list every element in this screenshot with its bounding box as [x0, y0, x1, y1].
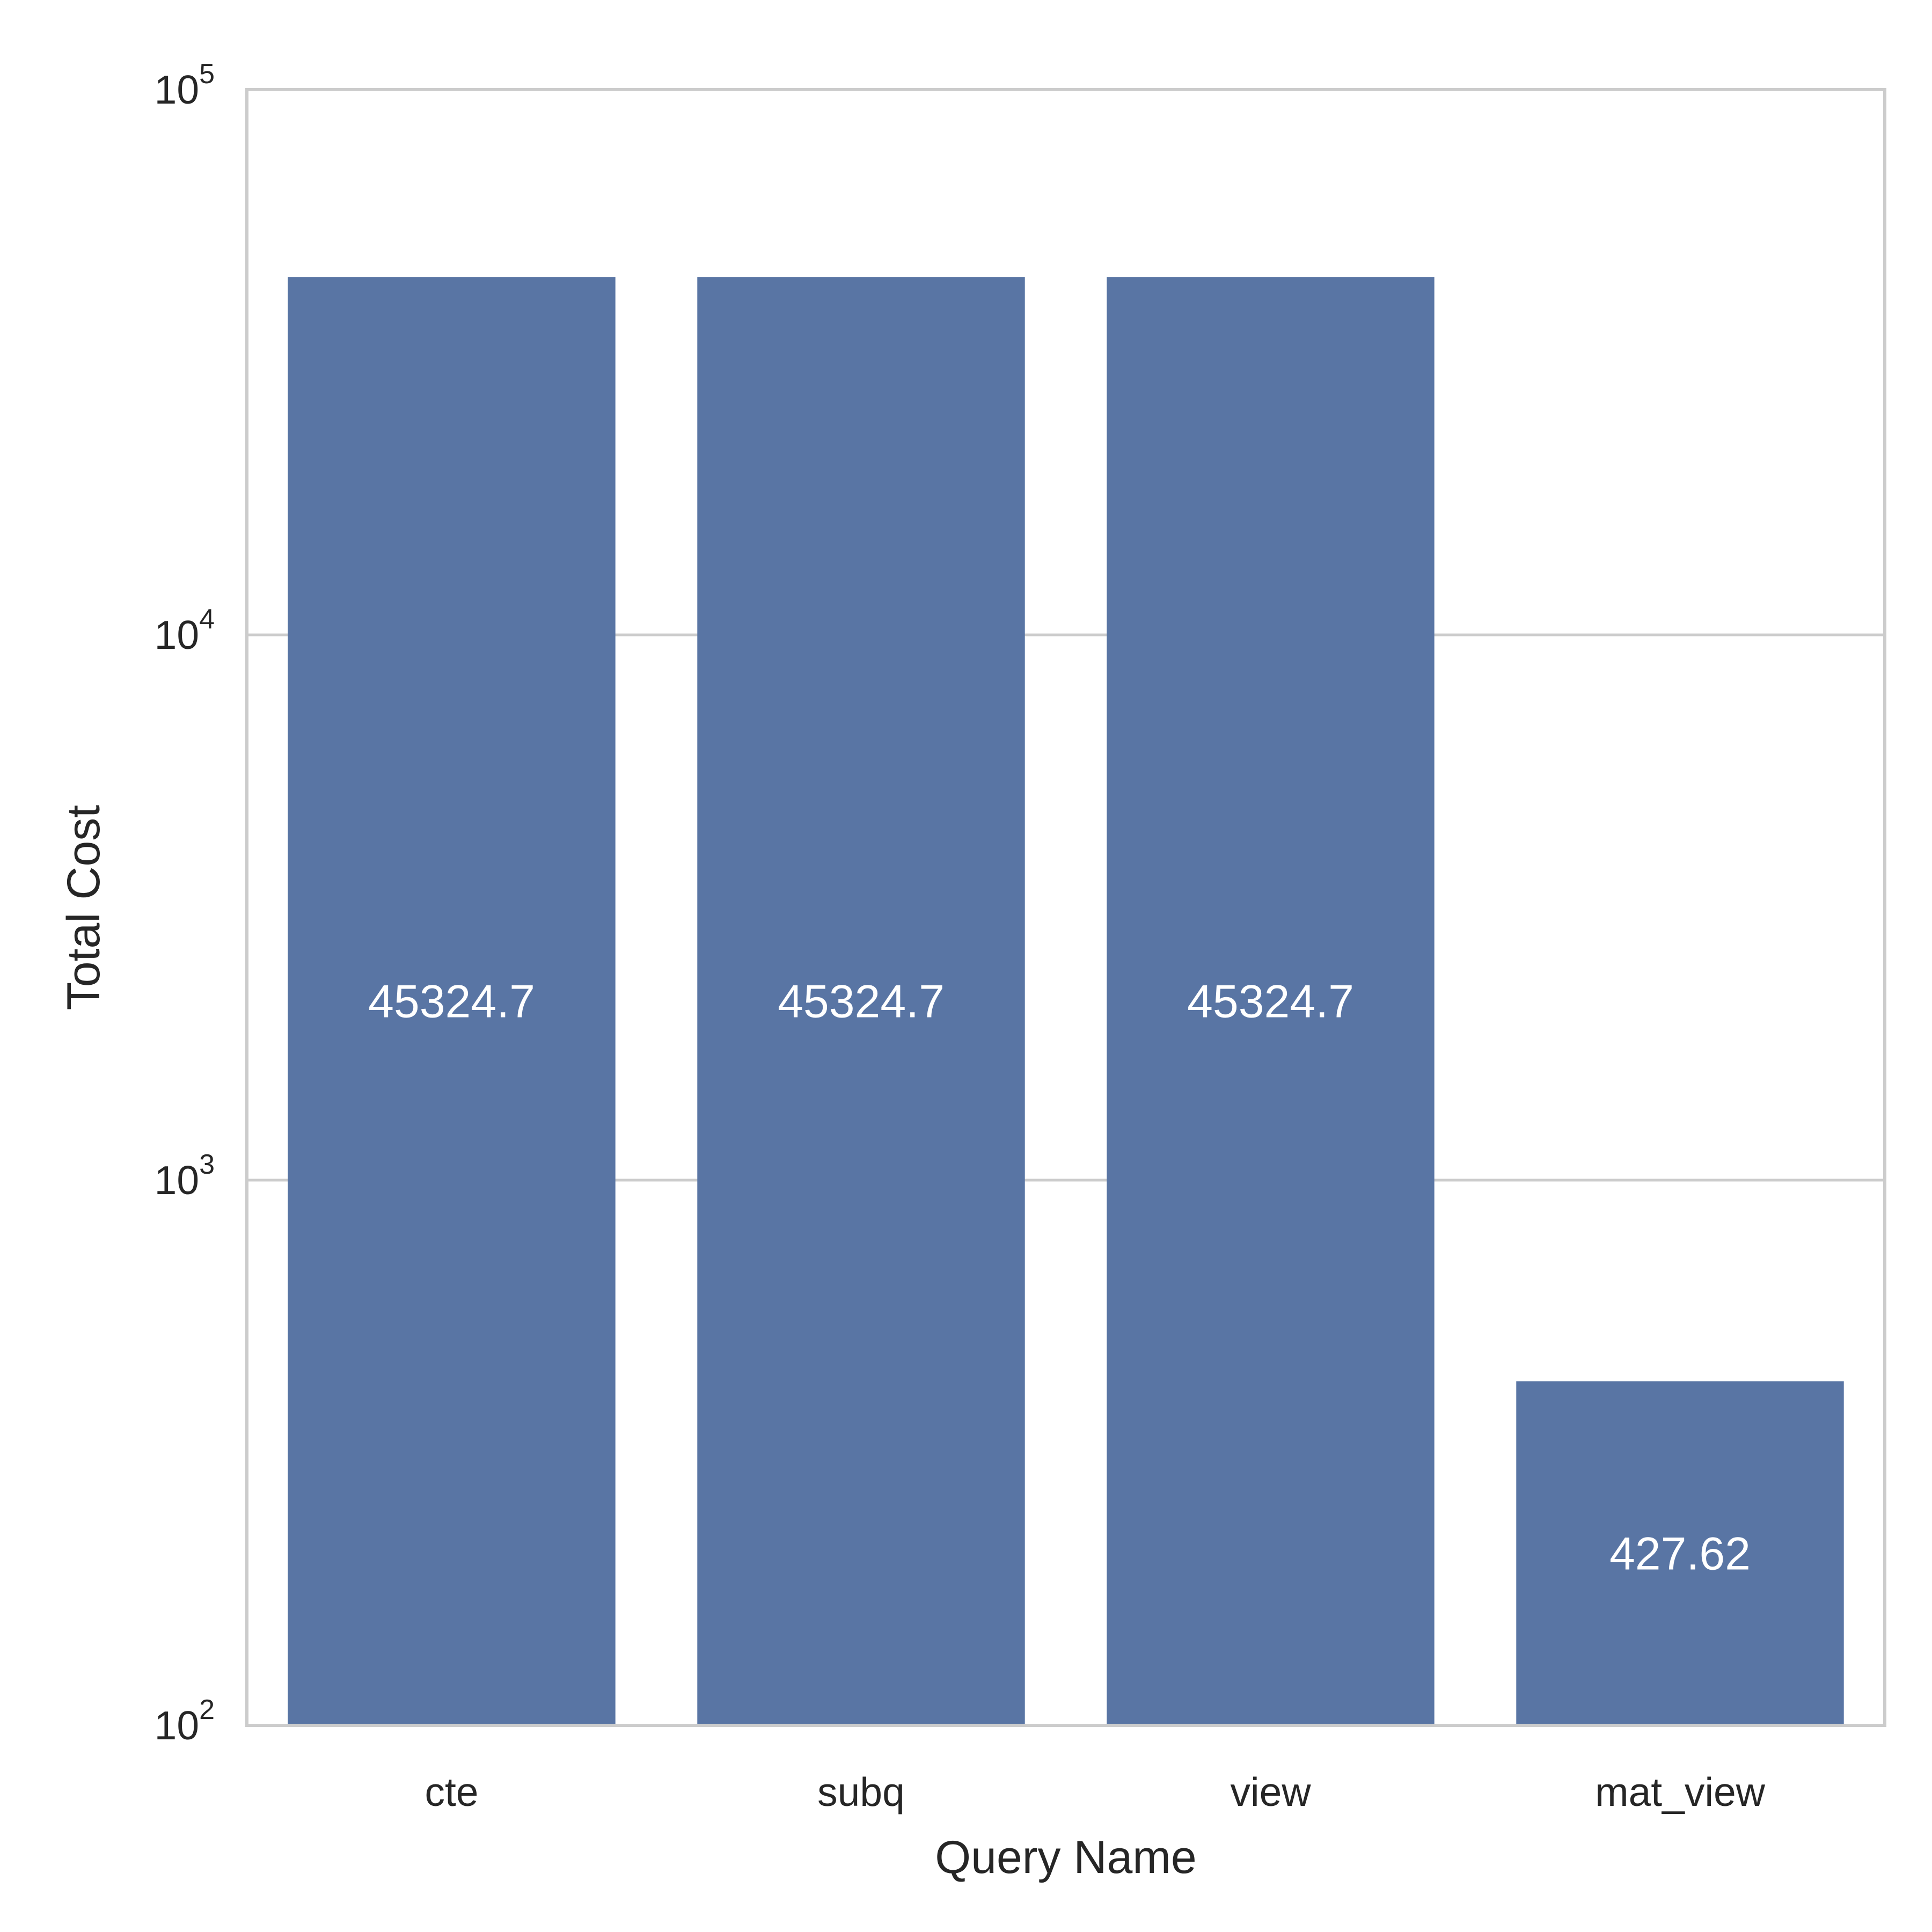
- plot-frame: [245, 88, 1886, 1727]
- bar-cte: [288, 277, 616, 1726]
- data-label: 427.62: [1609, 1528, 1751, 1579]
- data-label: 45324.7: [368, 976, 535, 1028]
- y-tick-label: 104: [155, 604, 215, 657]
- x-tick-label: view: [1230, 1769, 1311, 1814]
- bar-subq: [697, 277, 1025, 1726]
- y-axis-label: Total Cost: [58, 805, 109, 1010]
- bar-mat_view: [1516, 1381, 1844, 1725]
- data-label: 45324.7: [1187, 976, 1354, 1028]
- y-tick-labels: 102 103 104 105: [155, 58, 215, 1748]
- x-tick-label: cte: [425, 1769, 478, 1814]
- x-axis-label: Query Name: [935, 1832, 1197, 1883]
- y-tick-label: 103: [155, 1149, 215, 1203]
- y-tick-label: 102: [155, 1694, 215, 1748]
- x-tick-label: subq: [817, 1769, 905, 1814]
- y-tick-label: 105: [155, 58, 215, 112]
- x-tick-labels: cte subq view mat_view: [425, 1769, 1765, 1814]
- bar-view: [1107, 277, 1435, 1726]
- bar-layer: [288, 277, 1844, 1726]
- data-label: 45324.7: [778, 976, 945, 1028]
- x-tick-label: mat_view: [1595, 1769, 1766, 1814]
- data-labels: 45324.7 45324.7 45324.7 427.62: [368, 976, 1751, 1580]
